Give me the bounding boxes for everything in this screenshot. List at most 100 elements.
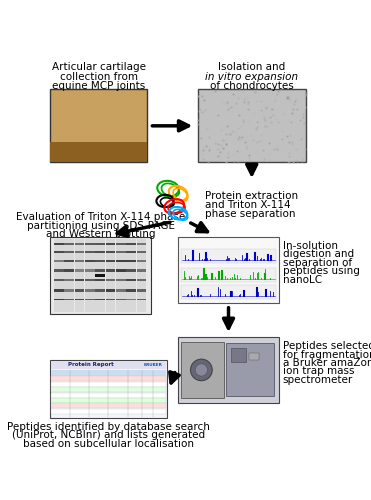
Text: ion trap mass: ion trap mass <box>283 366 354 376</box>
Bar <box>51 376 166 382</box>
Bar <box>137 298 146 300</box>
Bar <box>65 298 74 300</box>
Text: a Bruker amaZon: a Bruker amaZon <box>283 358 371 368</box>
Bar <box>51 382 166 387</box>
Bar <box>95 251 105 254</box>
Bar <box>50 90 147 162</box>
Bar <box>75 240 84 312</box>
Bar <box>116 270 126 272</box>
Bar <box>54 298 64 300</box>
Bar <box>181 248 276 262</box>
Bar <box>51 398 166 403</box>
Text: Peptides selected: Peptides selected <box>283 341 371 351</box>
Bar <box>85 270 95 272</box>
Bar <box>106 251 115 254</box>
Bar <box>85 244 95 245</box>
Bar <box>127 298 136 300</box>
Text: peptides using: peptides using <box>283 266 359 276</box>
Bar <box>65 290 74 292</box>
Bar <box>85 251 95 254</box>
Text: of chondrocytes: of chondrocytes <box>210 81 293 91</box>
Text: and Western blotting: and Western blotting <box>46 230 155 239</box>
Bar <box>116 260 126 262</box>
Bar <box>106 244 115 245</box>
Bar <box>127 260 136 262</box>
Bar <box>116 251 126 254</box>
Bar <box>51 404 166 408</box>
Bar <box>95 274 105 277</box>
Bar <box>75 251 84 254</box>
Bar <box>65 260 74 262</box>
Bar <box>137 290 146 292</box>
Bar <box>51 409 166 414</box>
Text: BRUKER: BRUKER <box>144 363 162 367</box>
Bar <box>116 240 126 312</box>
Text: Articular cartilage: Articular cartilage <box>52 62 146 72</box>
Bar <box>75 280 84 281</box>
Bar <box>51 370 166 376</box>
Bar <box>95 298 105 300</box>
Bar <box>95 260 105 262</box>
Bar <box>127 290 136 292</box>
Ellipse shape <box>195 364 208 376</box>
Bar <box>127 251 136 254</box>
Text: In-solution: In-solution <box>283 241 338 251</box>
Bar <box>85 260 95 262</box>
Text: Evaluation of Triton X-114 phase: Evaluation of Triton X-114 phase <box>16 212 185 222</box>
Text: collection from: collection from <box>60 72 138 82</box>
Bar <box>106 240 115 312</box>
Bar <box>137 240 146 312</box>
Bar <box>95 270 105 272</box>
Ellipse shape <box>109 99 131 146</box>
Bar <box>54 280 64 281</box>
Text: and Triton X-114: and Triton X-114 <box>205 200 291 210</box>
Bar <box>54 290 64 292</box>
Bar <box>106 298 115 300</box>
Bar <box>116 298 126 300</box>
Ellipse shape <box>55 99 76 146</box>
Bar <box>137 280 146 281</box>
Bar <box>127 270 136 272</box>
Bar <box>65 240 74 312</box>
Bar <box>54 270 64 272</box>
Bar <box>137 270 146 272</box>
Bar <box>54 251 64 254</box>
Bar <box>54 244 64 245</box>
Text: (UniProt, NCBInr) and lists generated: (UniProt, NCBInr) and lists generated <box>12 430 205 440</box>
Bar <box>51 387 166 392</box>
Bar <box>116 244 126 245</box>
Bar <box>65 270 74 272</box>
Text: for fragmentation in: for fragmentation in <box>283 350 371 360</box>
Bar <box>106 260 115 262</box>
Bar <box>95 240 105 312</box>
Bar <box>75 290 84 292</box>
Bar <box>65 251 74 254</box>
Bar <box>75 270 84 272</box>
Text: in vitro expansion: in vitro expansion <box>205 72 298 82</box>
Bar <box>95 244 105 245</box>
Text: Peptides identified by database search: Peptides identified by database search <box>7 422 210 432</box>
Bar <box>51 361 166 369</box>
Bar <box>178 337 279 402</box>
Bar <box>137 244 146 245</box>
Bar <box>137 260 146 262</box>
Bar <box>231 348 246 362</box>
Bar <box>226 344 274 396</box>
Bar <box>54 240 64 312</box>
Text: Protein Report: Protein Report <box>68 362 114 368</box>
Bar <box>75 260 84 262</box>
Bar <box>127 280 136 281</box>
Text: partitioning using SDS-PAGE: partitioning using SDS-PAGE <box>27 221 175 231</box>
Text: Protein extraction: Protein extraction <box>205 191 298 201</box>
Bar <box>197 90 306 162</box>
Bar <box>106 290 115 292</box>
Text: phase separation: phase separation <box>205 210 296 220</box>
Bar <box>181 285 276 298</box>
Text: spectrometer: spectrometer <box>283 375 353 385</box>
Bar <box>54 260 64 262</box>
Bar <box>116 290 126 292</box>
Bar <box>50 142 147 163</box>
Bar <box>116 280 126 281</box>
Bar <box>249 352 259 360</box>
Bar <box>181 268 276 282</box>
